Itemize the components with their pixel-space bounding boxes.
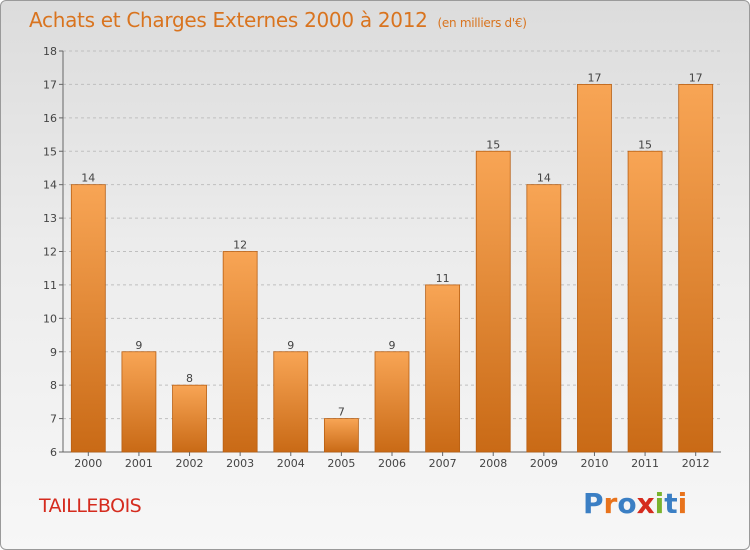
data-label: 7 (338, 406, 345, 419)
y-tick-label: 16 (43, 112, 57, 125)
bar (577, 84, 612, 453)
y-tick-label: 13 (43, 212, 57, 225)
x-tick-label: 2002 (176, 457, 204, 470)
data-label: 17 (587, 71, 601, 84)
y-tick-label: 10 (43, 312, 57, 325)
bar (121, 351, 157, 453)
x-tick-label: 2012 (682, 457, 710, 470)
data-label: 14 (81, 172, 95, 185)
y-tick-label: 8 (50, 379, 57, 392)
bar (222, 251, 258, 453)
logo-letter: t (664, 487, 678, 520)
data-label: 12 (233, 239, 247, 252)
data-label: 15 (638, 138, 652, 151)
data-label: 15 (486, 138, 500, 151)
logo-letter: o (617, 487, 637, 520)
bar (678, 84, 714, 453)
x-tick-label: 2003 (226, 457, 254, 470)
bar (172, 384, 207, 453)
x-tick-label: 2010 (580, 457, 608, 470)
data-label: 9 (389, 339, 396, 352)
data-label: 8 (186, 372, 193, 385)
x-tick-label: 2001 (125, 457, 153, 470)
commune-name: TAILLEBOIS (39, 495, 142, 517)
x-tick-label: 2000 (74, 457, 102, 470)
logo-letter: x (636, 487, 655, 520)
bar (627, 150, 663, 453)
data-label: 14 (537, 172, 551, 185)
x-tick-label: 2008 (479, 457, 507, 470)
logo-letter: i (677, 487, 688, 520)
data-label: 11 (436, 272, 450, 285)
logo-letter: P (583, 487, 604, 520)
chart-title: Achats et Charges Externes 2000 à 2012 (e… (29, 8, 527, 32)
y-tick-label: 11 (43, 279, 57, 292)
x-tick-label: 2009 (530, 457, 558, 470)
x-tick-label: 2004 (277, 457, 305, 470)
y-tick-label: 12 (43, 246, 57, 259)
x-tick-label: 2007 (429, 457, 457, 470)
logo-letter: r (603, 487, 618, 520)
y-tick-label: 9 (50, 346, 57, 359)
bar (425, 284, 461, 453)
logo-letter: i (654, 487, 665, 520)
bar (374, 351, 410, 453)
x-tick-label: 2006 (378, 457, 406, 470)
bar (70, 184, 106, 453)
bar (526, 184, 562, 453)
y-tick-label: 15 (43, 145, 57, 158)
x-tick-label: 2005 (327, 457, 355, 470)
data-label: 9 (287, 339, 294, 352)
y-tick-label: 6 (50, 446, 57, 459)
y-tick-label: 17 (43, 78, 57, 91)
data-label: 17 (689, 71, 703, 84)
bar (273, 351, 309, 453)
data-label: 9 (135, 339, 142, 352)
x-tick-label: 2011 (631, 457, 659, 470)
y-tick-label: 7 (50, 413, 57, 426)
proxiti-logo: Proxiti (583, 487, 687, 520)
bar (475, 150, 511, 453)
y-tick-label: 14 (43, 179, 57, 192)
chart-unit-text: (en milliers d'€) (437, 16, 527, 30)
y-tick-label: 18 (43, 45, 57, 58)
chart-title-text: Achats et Charges Externes 2000 à 2012 (29, 8, 428, 32)
bar (323, 418, 359, 453)
